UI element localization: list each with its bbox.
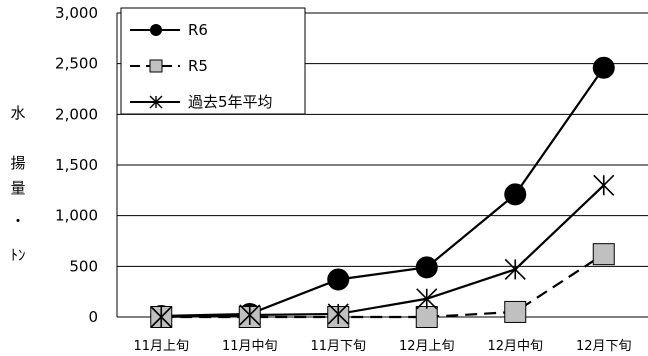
y-axis-label: 水揚量・ ﾄﾝ bbox=[10, 104, 25, 264]
y-tick-label: 3,000 bbox=[55, 4, 98, 22]
x-tick-label: 12月上旬 bbox=[399, 339, 455, 354]
marker-circle bbox=[504, 183, 527, 206]
marker-square bbox=[415, 306, 438, 328]
legend-marker-circle bbox=[150, 24, 162, 36]
y-tick-label: 0 bbox=[88, 308, 98, 326]
y-axis-label-char: ﾄﾝ bbox=[10, 246, 25, 264]
y-tick-label: 2,500 bbox=[55, 55, 98, 73]
y-axis-label-char: 揚 bbox=[10, 154, 25, 172]
marker-circle bbox=[415, 256, 438, 279]
marker-square bbox=[592, 243, 615, 266]
y-axis-label-char: 水 bbox=[10, 104, 25, 122]
legend-label: R5 bbox=[188, 57, 208, 75]
x-tick-label: 12月下旬 bbox=[576, 339, 632, 354]
legend-marker-square bbox=[149, 59, 163, 73]
series-line bbox=[161, 253, 605, 319]
x-tick-label: 11月上旬 bbox=[133, 339, 189, 354]
y-axis-label-char: 量 bbox=[10, 179, 25, 197]
series-group bbox=[150, 56, 615, 328]
series-3 bbox=[161, 184, 605, 319]
y-tick-label: 1,500 bbox=[55, 156, 98, 174]
x-tick-labels: 11月上旬 11月中旬 11月下旬 12月上旬 12月中旬 12月下旬 bbox=[133, 339, 631, 354]
series-2 bbox=[161, 253, 605, 319]
series-markers-3 bbox=[150, 174, 615, 328]
marker-circle bbox=[592, 56, 615, 79]
x-tick-label: 11月下旬 bbox=[310, 339, 366, 354]
y-tick-label: 1,000 bbox=[55, 207, 98, 225]
series-line bbox=[161, 184, 605, 319]
legend-label: R6 bbox=[188, 21, 208, 39]
x-tick-label: 12月中旬 bbox=[487, 339, 543, 354]
marker-square bbox=[504, 300, 527, 323]
x-tick-label: 11月中旬 bbox=[222, 339, 278, 354]
legend-label: 過去5年平均 bbox=[188, 93, 273, 111]
marker-circle bbox=[327, 268, 350, 291]
y-tick-labels: 0 500 1,000 1,500 2,000 2,500 3,000 bbox=[55, 4, 98, 326]
y-tick-label: 2,000 bbox=[55, 105, 98, 123]
legend: R6 R5 過去5年平均 bbox=[120, 7, 306, 115]
y-tick-label: 500 bbox=[69, 257, 98, 275]
y-axis-label-char: ・ bbox=[10, 212, 25, 230]
